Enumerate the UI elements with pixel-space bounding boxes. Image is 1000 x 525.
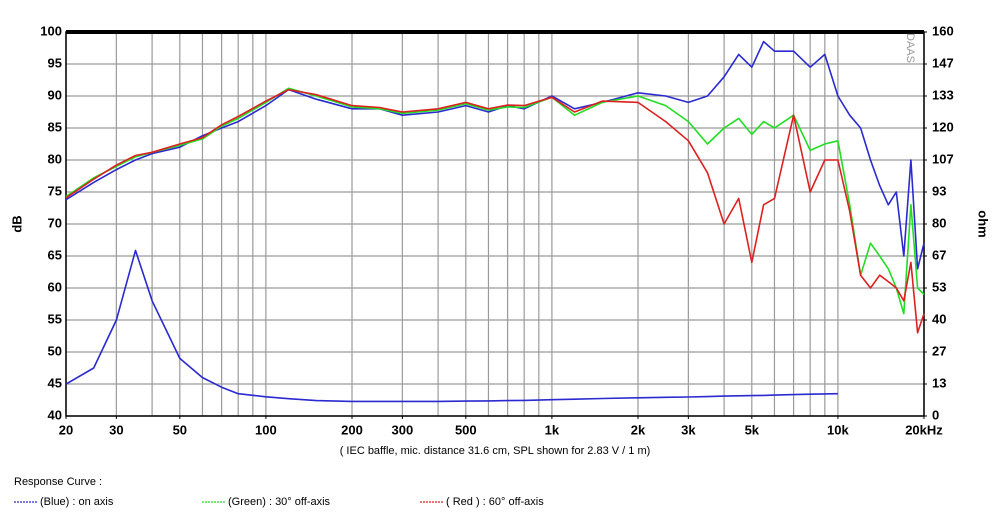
- x-tick-label: 20kHz: [905, 422, 943, 437]
- y2-tick-label: 0: [932, 407, 939, 422]
- y-axis-label: dB: [9, 215, 24, 232]
- impedance-line: [65, 249, 838, 403]
- y2-tick-label: 107: [932, 151, 954, 166]
- plot-area: [65, 30, 925, 417]
- y-tick-label: 100: [40, 23, 62, 38]
- y-tick-label: 75: [48, 183, 62, 198]
- x-tick-label: 30: [109, 422, 123, 437]
- x-tick-label: 1k: [545, 422, 560, 437]
- y-tick-label: 95: [48, 55, 62, 70]
- y2-tick-label: 80: [932, 215, 946, 230]
- legend-title: Response Curve :: [14, 476, 102, 488]
- y2-axis-label: ohm: [976, 210, 991, 237]
- x-tick-label: 3k: [681, 422, 696, 437]
- x-tick-label: 2k: [631, 422, 646, 437]
- watermark: DAAS: [904, 33, 916, 63]
- x-tick-label: 10k: [827, 422, 849, 437]
- y-tick-label: 80: [48, 151, 62, 166]
- x-tick-label: 100: [255, 422, 277, 437]
- y-tick-label: 85: [48, 119, 62, 134]
- y2-tick-label: 133: [932, 87, 954, 102]
- x-tick-label: 20: [59, 422, 73, 437]
- y-tick-label: 45: [48, 375, 62, 390]
- y2-tick-label: 40: [932, 311, 946, 326]
- x-tick-label: 200: [341, 422, 363, 437]
- response-line: [65, 88, 925, 334]
- legend-label: (Blue) : on axis: [40, 496, 114, 508]
- legend-label: (Green) : 30° off-axis: [228, 496, 331, 508]
- x-tick-label: 5k: [745, 422, 760, 437]
- y-tick-label: 65: [48, 247, 62, 262]
- y2-tick-label: 53: [932, 279, 946, 294]
- response-line: [65, 40, 925, 270]
- y-tick-label: 55: [48, 311, 62, 326]
- y2-tick-label: 67: [932, 247, 946, 262]
- y-tick-label: 90: [48, 87, 62, 102]
- x-axis-label: ( IEC baffle, mic. distance 31.6 cm, SPL…: [340, 445, 651, 457]
- y-tick-label: 60: [48, 279, 62, 294]
- x-tick-label: 300: [392, 422, 414, 437]
- y-tick-label: 50: [48, 343, 62, 358]
- y2-tick-label: 27: [932, 343, 946, 358]
- x-tick-label: 500: [455, 422, 477, 437]
- y-tick-label: 40: [48, 407, 62, 422]
- x-tick-label: 50: [173, 422, 187, 437]
- y2-tick-label: 120: [932, 119, 954, 134]
- y-tick-label: 70: [48, 215, 62, 230]
- y2-tick-label: 147: [932, 55, 954, 70]
- y2-tick-label: 13: [932, 375, 946, 390]
- y2-tick-label: 160: [932, 23, 954, 38]
- legend-label: ( Red ) : 60° off-axis: [446, 496, 544, 508]
- y2-tick-label: 93: [932, 183, 946, 198]
- legend: (Blue) : on axis (Green) : 30° off-axis ( …: [14, 496, 544, 508]
- response-line: [65, 87, 925, 315]
